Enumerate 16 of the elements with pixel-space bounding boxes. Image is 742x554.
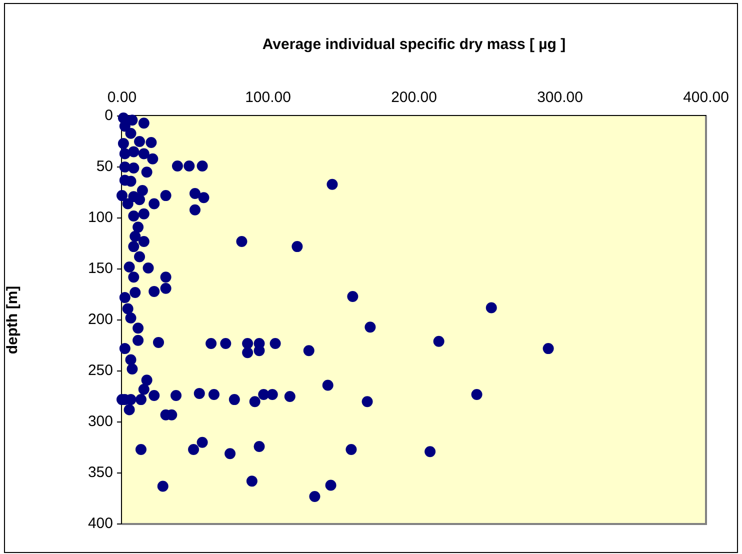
y-tick-label: 0 — [104, 107, 113, 124]
y-tick-label: 100 — [88, 209, 113, 226]
x-tick-label: 0.00 — [107, 89, 137, 106]
y-tick-label: 400 — [88, 515, 113, 532]
x-tick-label: 300.00 — [537, 89, 583, 106]
x-tick-label: 200.00 — [391, 89, 437, 106]
y-tick-label: 350 — [88, 464, 113, 482]
y-tick-label: 300 — [88, 413, 113, 430]
y-tick-label: 50 — [96, 158, 113, 176]
x-tick-label: 100.00 — [245, 89, 291, 106]
x-tick-label: 400.00 — [683, 89, 729, 106]
y-tick-label: 200 — [88, 311, 113, 328]
y-tick-label: 250 — [88, 362, 113, 380]
x-axis-title: Average individual specific dry mass [ µg ] — [262, 36, 566, 54]
y-axis-title: depth [m] — [4, 286, 22, 354]
y-tick-label: 150 — [88, 260, 113, 278]
